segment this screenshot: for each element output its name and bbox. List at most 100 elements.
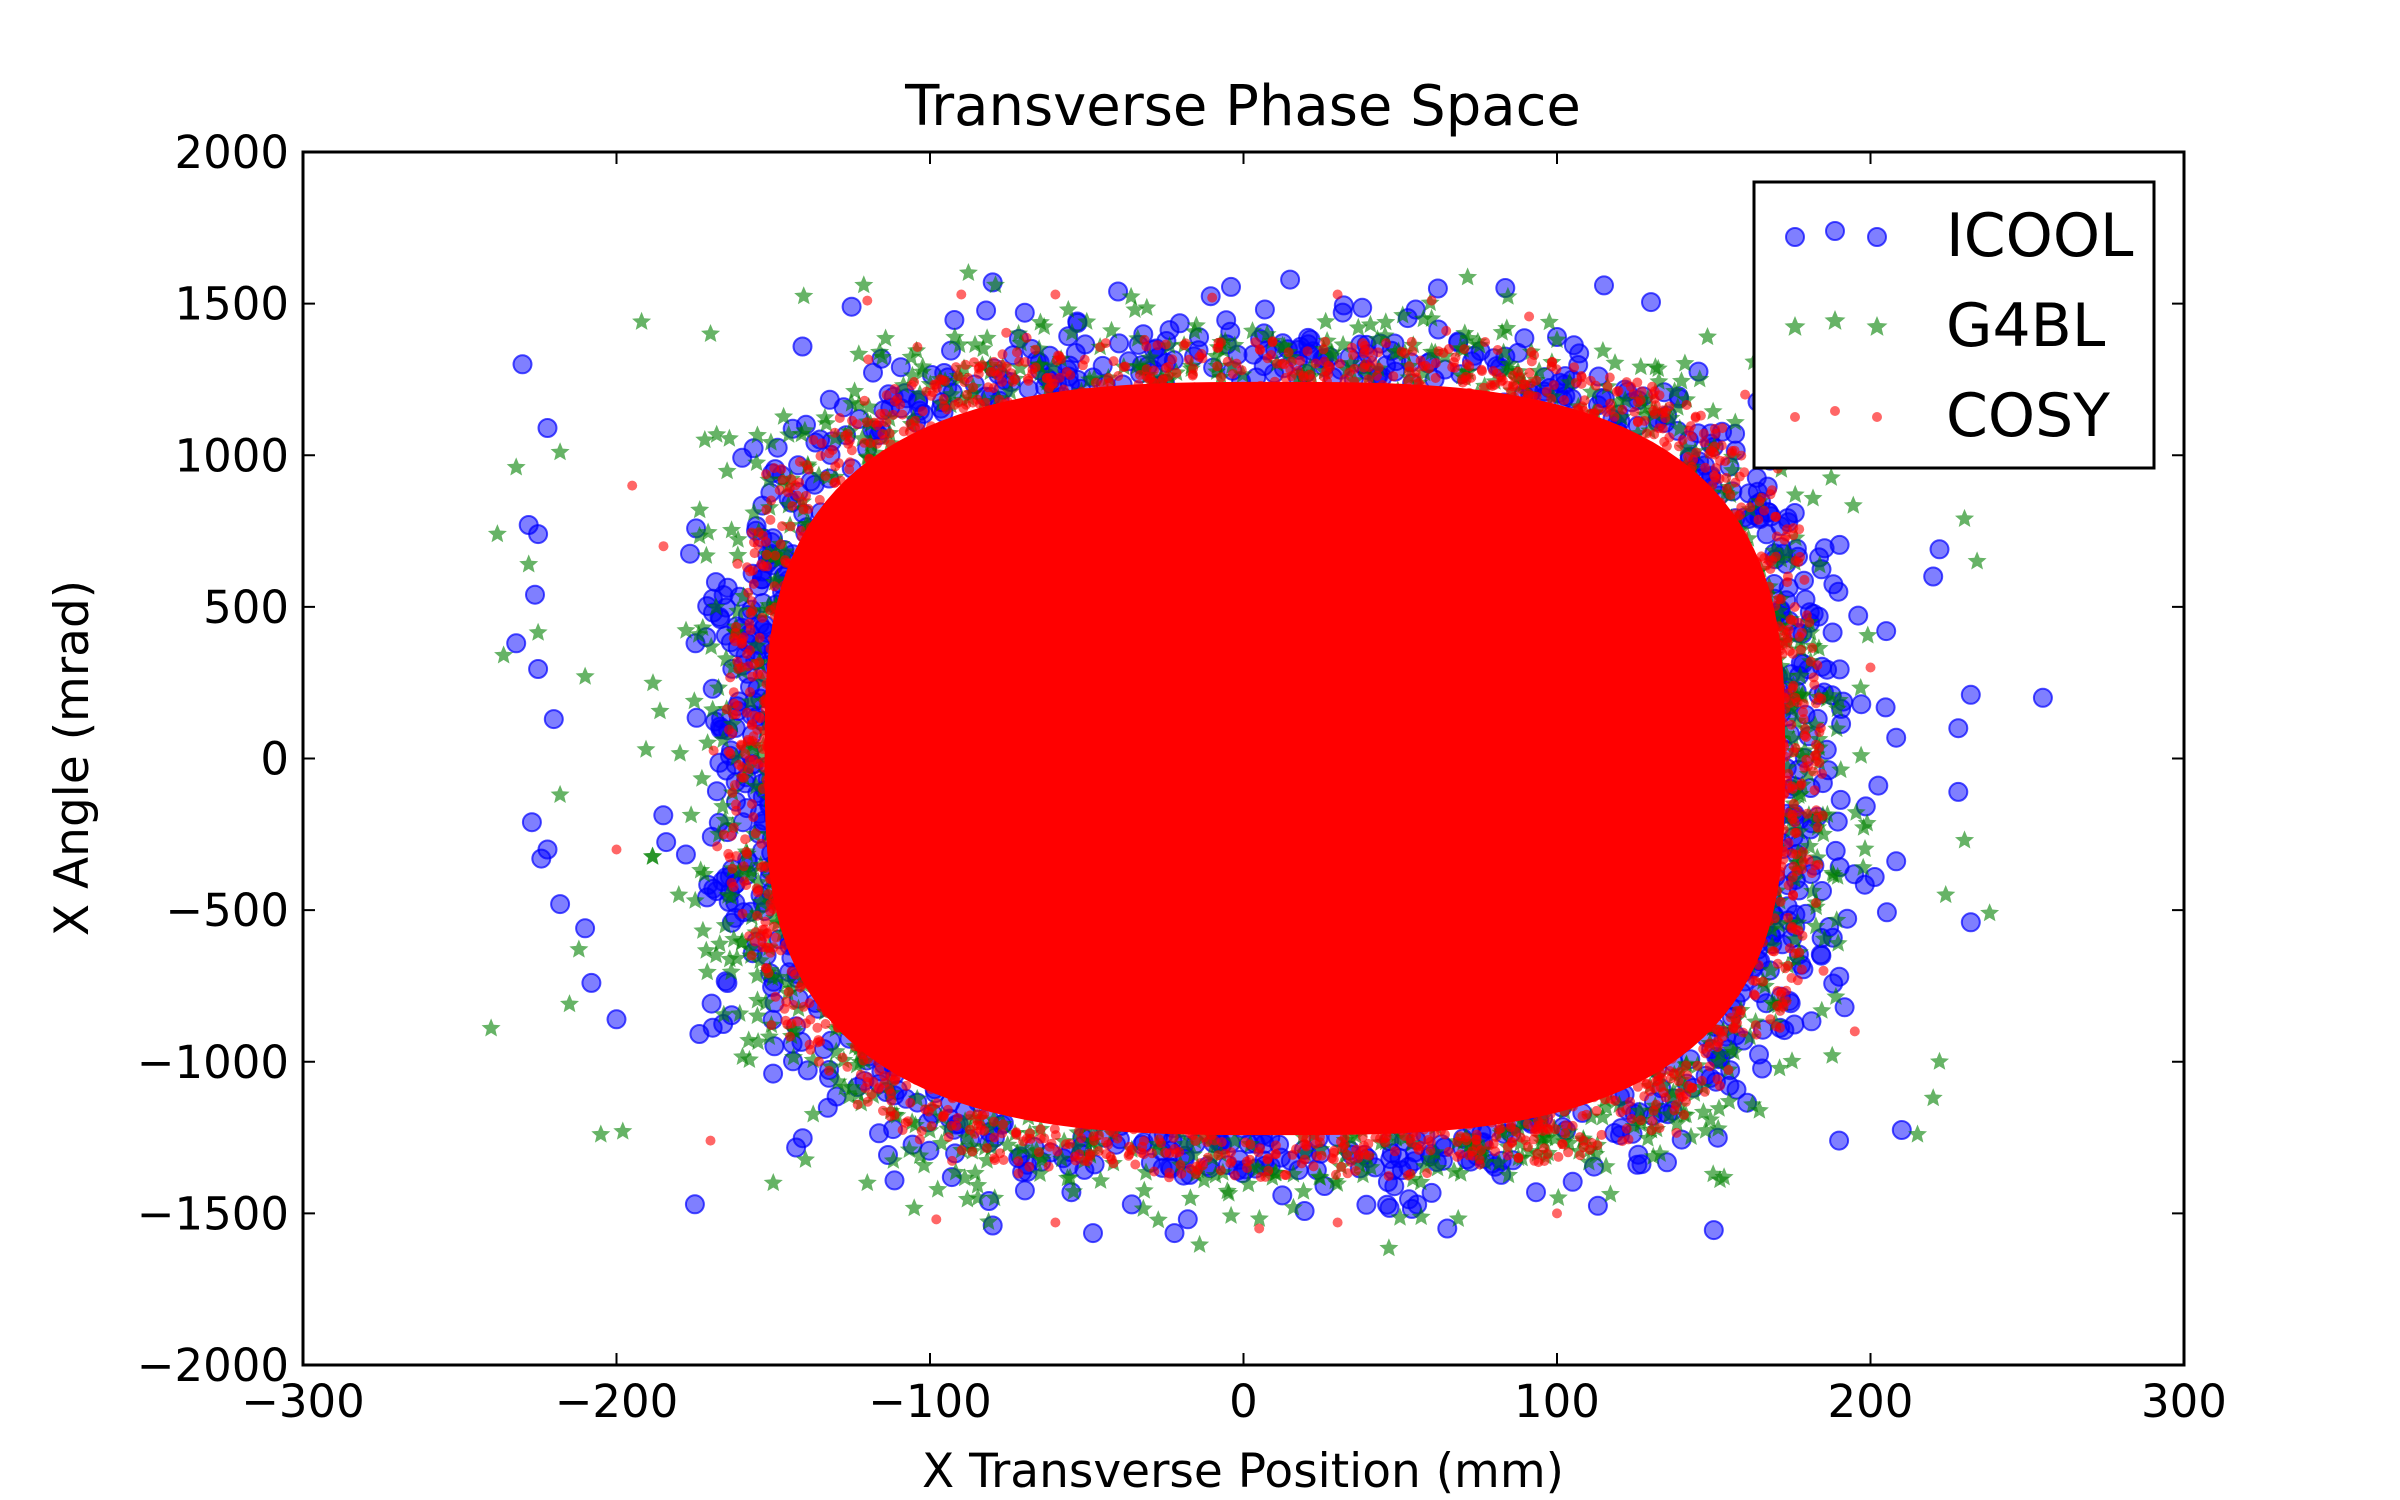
icool-point (1379, 1197, 1400, 1218)
icool-point (1886, 727, 1907, 748)
icool-point (1427, 278, 1448, 299)
icool-point (1795, 589, 1816, 610)
g4bl-point (1853, 857, 1873, 876)
icool-point (550, 894, 571, 915)
g4bl-point (968, 1175, 988, 1194)
g4bl-point (747, 453, 767, 471)
g4bl-point (1052, 1149, 1072, 1168)
g4bl-point (1851, 678, 1871, 697)
icool-point (1352, 297, 1373, 318)
g4bl-point (1661, 408, 1681, 427)
g4bl-point (729, 861, 749, 880)
g4bl-point (1785, 929, 1805, 948)
g4bl-point (1923, 1088, 1943, 1107)
g4bl-point (965, 1163, 985, 1182)
g4bl-point (1593, 1107, 1613, 1126)
cosy-point (962, 389, 973, 400)
g4bl-point (1749, 1100, 1769, 1119)
g4bl-point (1032, 1150, 1052, 1169)
cosy-point (951, 362, 961, 373)
g4bl-point (1249, 1208, 1269, 1227)
icool-point (525, 584, 545, 605)
icool-point (732, 447, 753, 468)
g4bl-point (733, 1046, 752, 1065)
g4bl-point (1843, 495, 1863, 514)
icool-point (1356, 1194, 1377, 1215)
g4bl-point (1605, 353, 1625, 372)
cosy-point (1113, 371, 1124, 381)
g4bl-point (741, 691, 761, 710)
icool-point (1851, 694, 1872, 715)
icool-point (1811, 945, 1832, 966)
g4bl-point (1547, 330, 1567, 349)
cosy-point (1033, 1147, 1044, 1158)
cosy-point (1772, 958, 1783, 969)
cosy-point (1698, 428, 1709, 439)
cosy-point (1801, 754, 1812, 765)
g4bl-point (1136, 1162, 1156, 1181)
g4bl-point (1955, 508, 1975, 527)
g4bl-point (691, 860, 711, 879)
cosy-point (1052, 1146, 1063, 1157)
icool-point (575, 918, 596, 939)
cosy-point (988, 356, 999, 367)
g4bl-point (845, 381, 865, 400)
icool-point (1829, 534, 1850, 555)
icool-point (1177, 1209, 1198, 1230)
cosy-point (1794, 631, 1805, 642)
icool-point (689, 1024, 710, 1044)
icool-point (1854, 874, 1875, 895)
g4bl-point (726, 747, 746, 766)
g4bl-point (1375, 325, 1395, 344)
g4bl-point (1393, 305, 1413, 324)
cosy-point (1286, 356, 1297, 367)
g4bl-point (751, 892, 771, 911)
icool-point (1164, 1223, 1185, 1244)
g4bl-point (1455, 323, 1475, 342)
icool-point (537, 418, 558, 438)
cosy-point (1647, 381, 1658, 392)
icool-point (1421, 1182, 1442, 1203)
g4bl-point (720, 949, 740, 968)
cosy-point (1345, 1156, 1356, 1167)
g4bl-point (1667, 1113, 1687, 1132)
cosy-point (1443, 1146, 1454, 1157)
g4bl-point (1822, 1045, 1842, 1064)
g4bl-point (1761, 960, 1781, 979)
cosy-point (1430, 373, 1441, 383)
icool-point (1891, 1120, 1912, 1140)
cosy-point (731, 851, 742, 862)
cosy-point (1422, 1168, 1433, 1179)
icool-point (675, 844, 696, 865)
icool-point (528, 524, 549, 545)
g4bl-point (1791, 784, 1811, 803)
g4bl-point (914, 1155, 934, 1174)
cosy-point (794, 477, 805, 488)
icool-point (1109, 333, 1130, 354)
g4bl-point (958, 263, 978, 281)
cosy-point (740, 834, 751, 845)
cosy-point (1011, 347, 1022, 358)
cosy-point (833, 458, 844, 469)
g4bl-point (739, 1049, 759, 1068)
g4bl-point (1091, 1170, 1111, 1189)
g4bl-point (728, 529, 748, 548)
g4bl-point (842, 1077, 862, 1096)
cosy-point (1030, 344, 1041, 355)
g4bl-point (1930, 1051, 1949, 1070)
g4bl-point (857, 1173, 877, 1192)
g4bl-point (1659, 1105, 1679, 1124)
g4bl-point (690, 500, 710, 519)
icool-point (1108, 281, 1129, 302)
g4bl-point (739, 1030, 759, 1049)
g4bl-point (1846, 802, 1866, 821)
g4bl-point (1643, 1146, 1663, 1165)
g4bl-point (1908, 1124, 1927, 1143)
icool-point (1514, 328, 1535, 349)
g4bl-point (1545, 1128, 1565, 1147)
g4bl-point (715, 915, 735, 934)
icool-point (512, 354, 533, 375)
g4bl-point (1858, 625, 1878, 644)
g4bl-point (713, 729, 733, 748)
